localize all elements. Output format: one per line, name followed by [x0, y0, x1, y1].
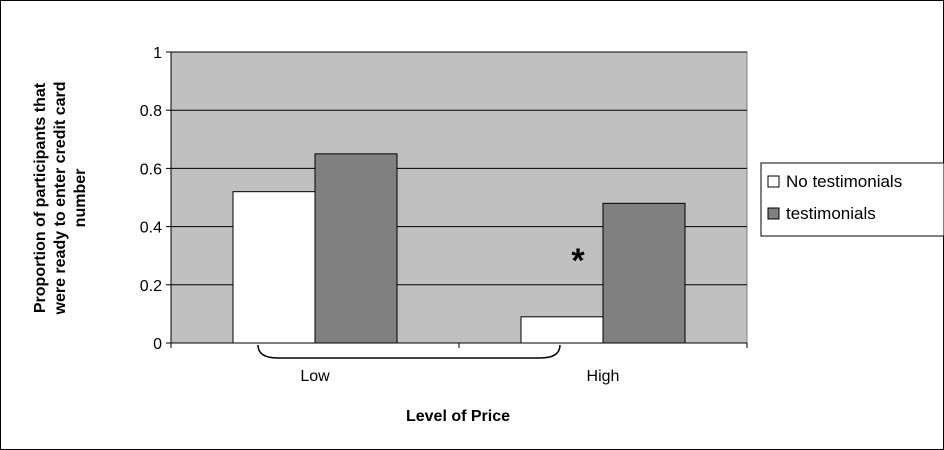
y-axis-title-line-3: number [72, 169, 89, 228]
legend-box [760, 162, 944, 237]
y-axis-title-line-2: were ready to enter credit card [52, 82, 69, 316]
comparison-bracket [257, 344, 561, 359]
y-tick-label: 1 [153, 45, 162, 62]
x-axis-title: Level of Price [406, 408, 510, 425]
y-tick-label: 0.4 [140, 220, 162, 237]
x-tick-labels: Low High [300, 368, 619, 385]
y-tick-labels: 0 0.2 0.4 0.6 0.8 1 [140, 45, 162, 353]
y-tick-label: 0 [153, 336, 162, 353]
legend-swatch-no-testimonials [767, 175, 780, 188]
bars [232, 153, 686, 344]
legend-swatch-testimonials [767, 207, 780, 220]
bar-no-testimonials-low [232, 191, 316, 344]
y-axis-title: Proportion of participants that were rea… [32, 82, 89, 316]
bar-testimonials-high [602, 202, 686, 344]
x-tick-label-high: High [587, 368, 620, 385]
y-tick-label: 0.6 [140, 161, 162, 178]
x-tick-label-low: Low [300, 368, 330, 385]
legend-label-no-testimonials: No testimonials [786, 172, 902, 191]
legend: No testimonials testimonials [760, 162, 944, 237]
bar-no-testimonials-high [520, 316, 604, 344]
y-tick-label: 0.2 [140, 278, 162, 295]
y-tick-label: 0.8 [140, 103, 162, 120]
legend-label-testimonials: testimonials [786, 204, 876, 223]
significance-asterisk: * [571, 242, 585, 280]
y-axis-title-line-1: Proportion of participants that [32, 82, 49, 313]
bar-testimonials-low [314, 153, 398, 344]
